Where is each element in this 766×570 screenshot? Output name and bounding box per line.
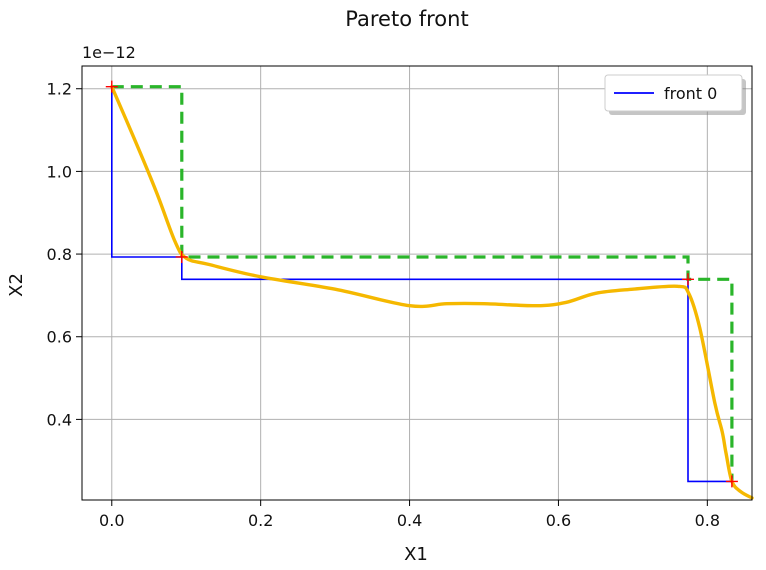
x-axis-label: X1 <box>404 544 428 565</box>
plot-area <box>105 80 754 500</box>
yellow-overlay-curve <box>110 85 754 500</box>
legend-box <box>604 74 743 112</box>
x-tick-label: 0.2 <box>248 511 273 530</box>
x-tick-label: 0.6 <box>546 511 571 530</box>
pareto-point-marker <box>725 475 738 488</box>
legend-label-front-0: front 0 <box>664 84 717 103</box>
x-tick-label: 0.4 <box>397 511 422 530</box>
pareto-point-marker <box>105 80 118 93</box>
y-tick-label: 0.4 <box>47 410 72 429</box>
axes-frame <box>81 65 753 501</box>
y-tick-label: 0.8 <box>47 245 72 264</box>
axis-ticks: 0.0 0.2 0.4 0.6 0.8 0.4 0.6 0.8 1.0 1.2 <box>47 80 721 530</box>
x-tick-label: 0.8 <box>695 511 720 530</box>
y-offset-label: 1e−12 <box>82 43 136 62</box>
series-front-0-line <box>111 86 732 483</box>
y-tick-label: 0.6 <box>47 328 72 347</box>
y-axis-label: X2 <box>6 273 27 297</box>
y-tick-label: 1.0 <box>47 162 72 181</box>
legend: front 0 <box>604 74 746 115</box>
chart-title: Pareto front <box>345 7 468 31</box>
y-tick-label: 1.2 <box>47 80 72 99</box>
pareto-point-marker <box>681 273 694 286</box>
x-tick-label: 0.0 <box>99 511 124 530</box>
pareto-point-marker <box>175 250 188 263</box>
dashed-overlay-line <box>111 85 734 482</box>
